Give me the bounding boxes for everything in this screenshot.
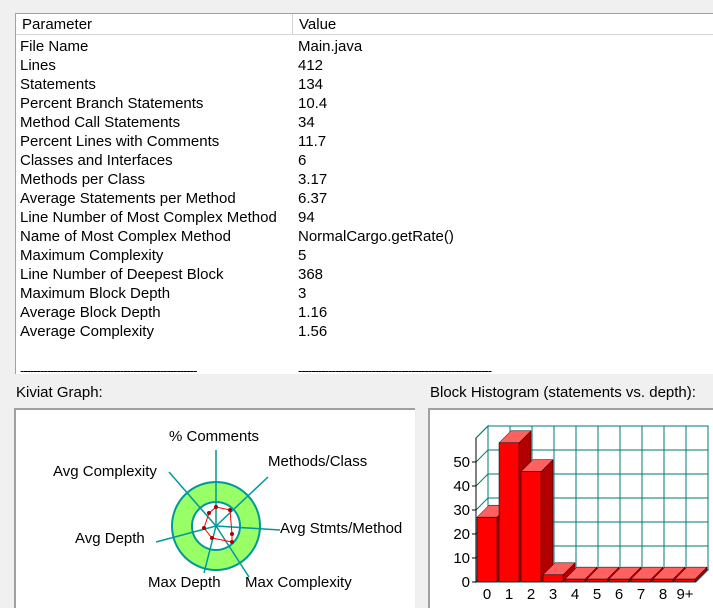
row-value: NormalCargo.getRate(): [298, 228, 454, 245]
histogram-bar: [608, 578, 630, 583]
row-value: 134: [298, 76, 324, 93]
histogram-x-tick-label: 6: [615, 586, 623, 603]
histogram-y-tick-label: 20: [453, 526, 470, 543]
row-value: 368: [298, 266, 324, 283]
separator-left: ----------------------------------------…: [20, 363, 197, 375]
kiviat-polygon: [203, 506, 233, 543]
row-value: 5: [298, 247, 307, 264]
row-parameter: Line Number of Deepest Block: [20, 266, 224, 283]
row-value: 412: [298, 57, 324, 74]
separator-right: ----------------------------------------…: [298, 363, 492, 375]
histogram-x-tick-label: 3: [549, 586, 557, 603]
histogram-x-tick-label: 4: [571, 586, 579, 603]
row-parameter: Average Block Depth: [20, 304, 161, 321]
row-value: 6.37: [298, 190, 328, 207]
histogram-x-tick-label: 1: [505, 586, 513, 603]
row-parameter: Statements: [20, 76, 96, 93]
row-parameter: Classes and Interfaces: [20, 152, 173, 169]
histogram-y-tick-label: 30: [453, 502, 470, 519]
histogram-gridline: [475, 449, 489, 463]
row-parameter: Percent Lines with Comments: [20, 133, 220, 150]
kiviat-label-avg-stmts: Avg Stmts/Method: [280, 520, 403, 537]
histogram-x-tick-label: 8: [659, 586, 667, 603]
histogram-bar: [520, 471, 542, 583]
histogram-x-tick-label: 9+: [676, 586, 693, 603]
histogram-x-tick-label: 0: [483, 586, 491, 603]
kiviat-label-max-depth: Max Depth: [148, 574, 221, 591]
kiviat-title: Kiviat Graph:: [16, 384, 103, 401]
row-value: 1.16: [298, 304, 328, 321]
row-value: 3: [298, 285, 307, 302]
kiviat-points: [202, 505, 234, 544]
histogram-y-tick-label: 40: [453, 478, 470, 495]
histogram-bar-side: [540, 458, 554, 583]
histogram-y-tick-label: 0: [462, 574, 470, 591]
row-parameter: File Name: [20, 38, 89, 55]
histogram-bar: [476, 516, 498, 583]
row-parameter: Maximum Complexity: [20, 247, 164, 264]
kiviat-label-comments: % Comments: [169, 428, 260, 445]
histogram-gridline: [475, 497, 489, 511]
kiviat-label-methods-class: Methods/Class: [268, 453, 368, 470]
row-parameter: Average Complexity: [20, 323, 154, 340]
histogram-title: Block Histogram (statements vs. depth):: [430, 384, 696, 401]
kiviat-panel: % Comments Methods/Class Avg Complexity …: [14, 408, 415, 608]
kiviat-label-avg-complexity: Avg Complexity: [53, 463, 157, 480]
row-parameter: Method Call Statements: [20, 114, 181, 131]
row-value: 10.4: [298, 95, 328, 112]
row-value: 1.56: [298, 323, 328, 340]
histogram-x-tick-label: 7: [637, 586, 645, 603]
row-parameter: Average Statements per Method: [20, 190, 236, 207]
row-value: 3.17: [298, 171, 328, 188]
row-value: 6: [298, 152, 307, 169]
kiviat-axes: [155, 450, 281, 578]
metrics-table: Parameter Value File Name Main.java Lines 4…: [15, 13, 713, 374]
histogram-bar: [586, 578, 608, 583]
row-parameter: Methods per Class: [20, 171, 146, 188]
row-parameter: Line Number of Most Complex Method: [20, 209, 277, 226]
histogram-y-tick-label: 10: [453, 550, 470, 567]
kiviat-label-avg-depth: Avg Depth: [75, 530, 145, 547]
column-header-value[interactable]: Value: [293, 14, 713, 34]
histogram-panel: 0 10 20 30 40 50 0 1 2 3 4 5 6 7 8 9+: [428, 408, 713, 608]
row-parameter: Maximum Block Depth: [20, 285, 171, 302]
histogram-x-tick-label: 2: [527, 586, 535, 603]
histogram-bar: [630, 578, 652, 583]
column-header-parameter[interactable]: Parameter: [16, 14, 293, 34]
histogram-bar: [564, 578, 586, 583]
row-value: 34: [298, 114, 315, 131]
kiviat-graph: [155, 450, 281, 578]
table-header: Parameter Value: [16, 14, 713, 35]
row-parameter: Lines: [20, 57, 56, 74]
histogram-bar: [542, 574, 564, 583]
histogram-gridline: [475, 473, 489, 487]
histogram-bar: [674, 578, 696, 583]
row-parameter: Percent Branch Statements: [20, 95, 204, 112]
histogram-gridline: [475, 425, 489, 439]
histogram-y-tick-label: 50: [453, 454, 470, 471]
histogram-bar: [652, 578, 674, 583]
row-value: Main.java: [298, 38, 363, 55]
histogram-x-tick-label: 5: [593, 586, 601, 603]
row-parameter: Name of Most Complex Method: [20, 228, 231, 245]
row-value: 11.7: [298, 133, 327, 150]
row-value: 94: [298, 209, 315, 226]
histogram-bar: [498, 442, 520, 583]
kiviat-label-max-complexity: Max Complexity: [245, 574, 352, 591]
